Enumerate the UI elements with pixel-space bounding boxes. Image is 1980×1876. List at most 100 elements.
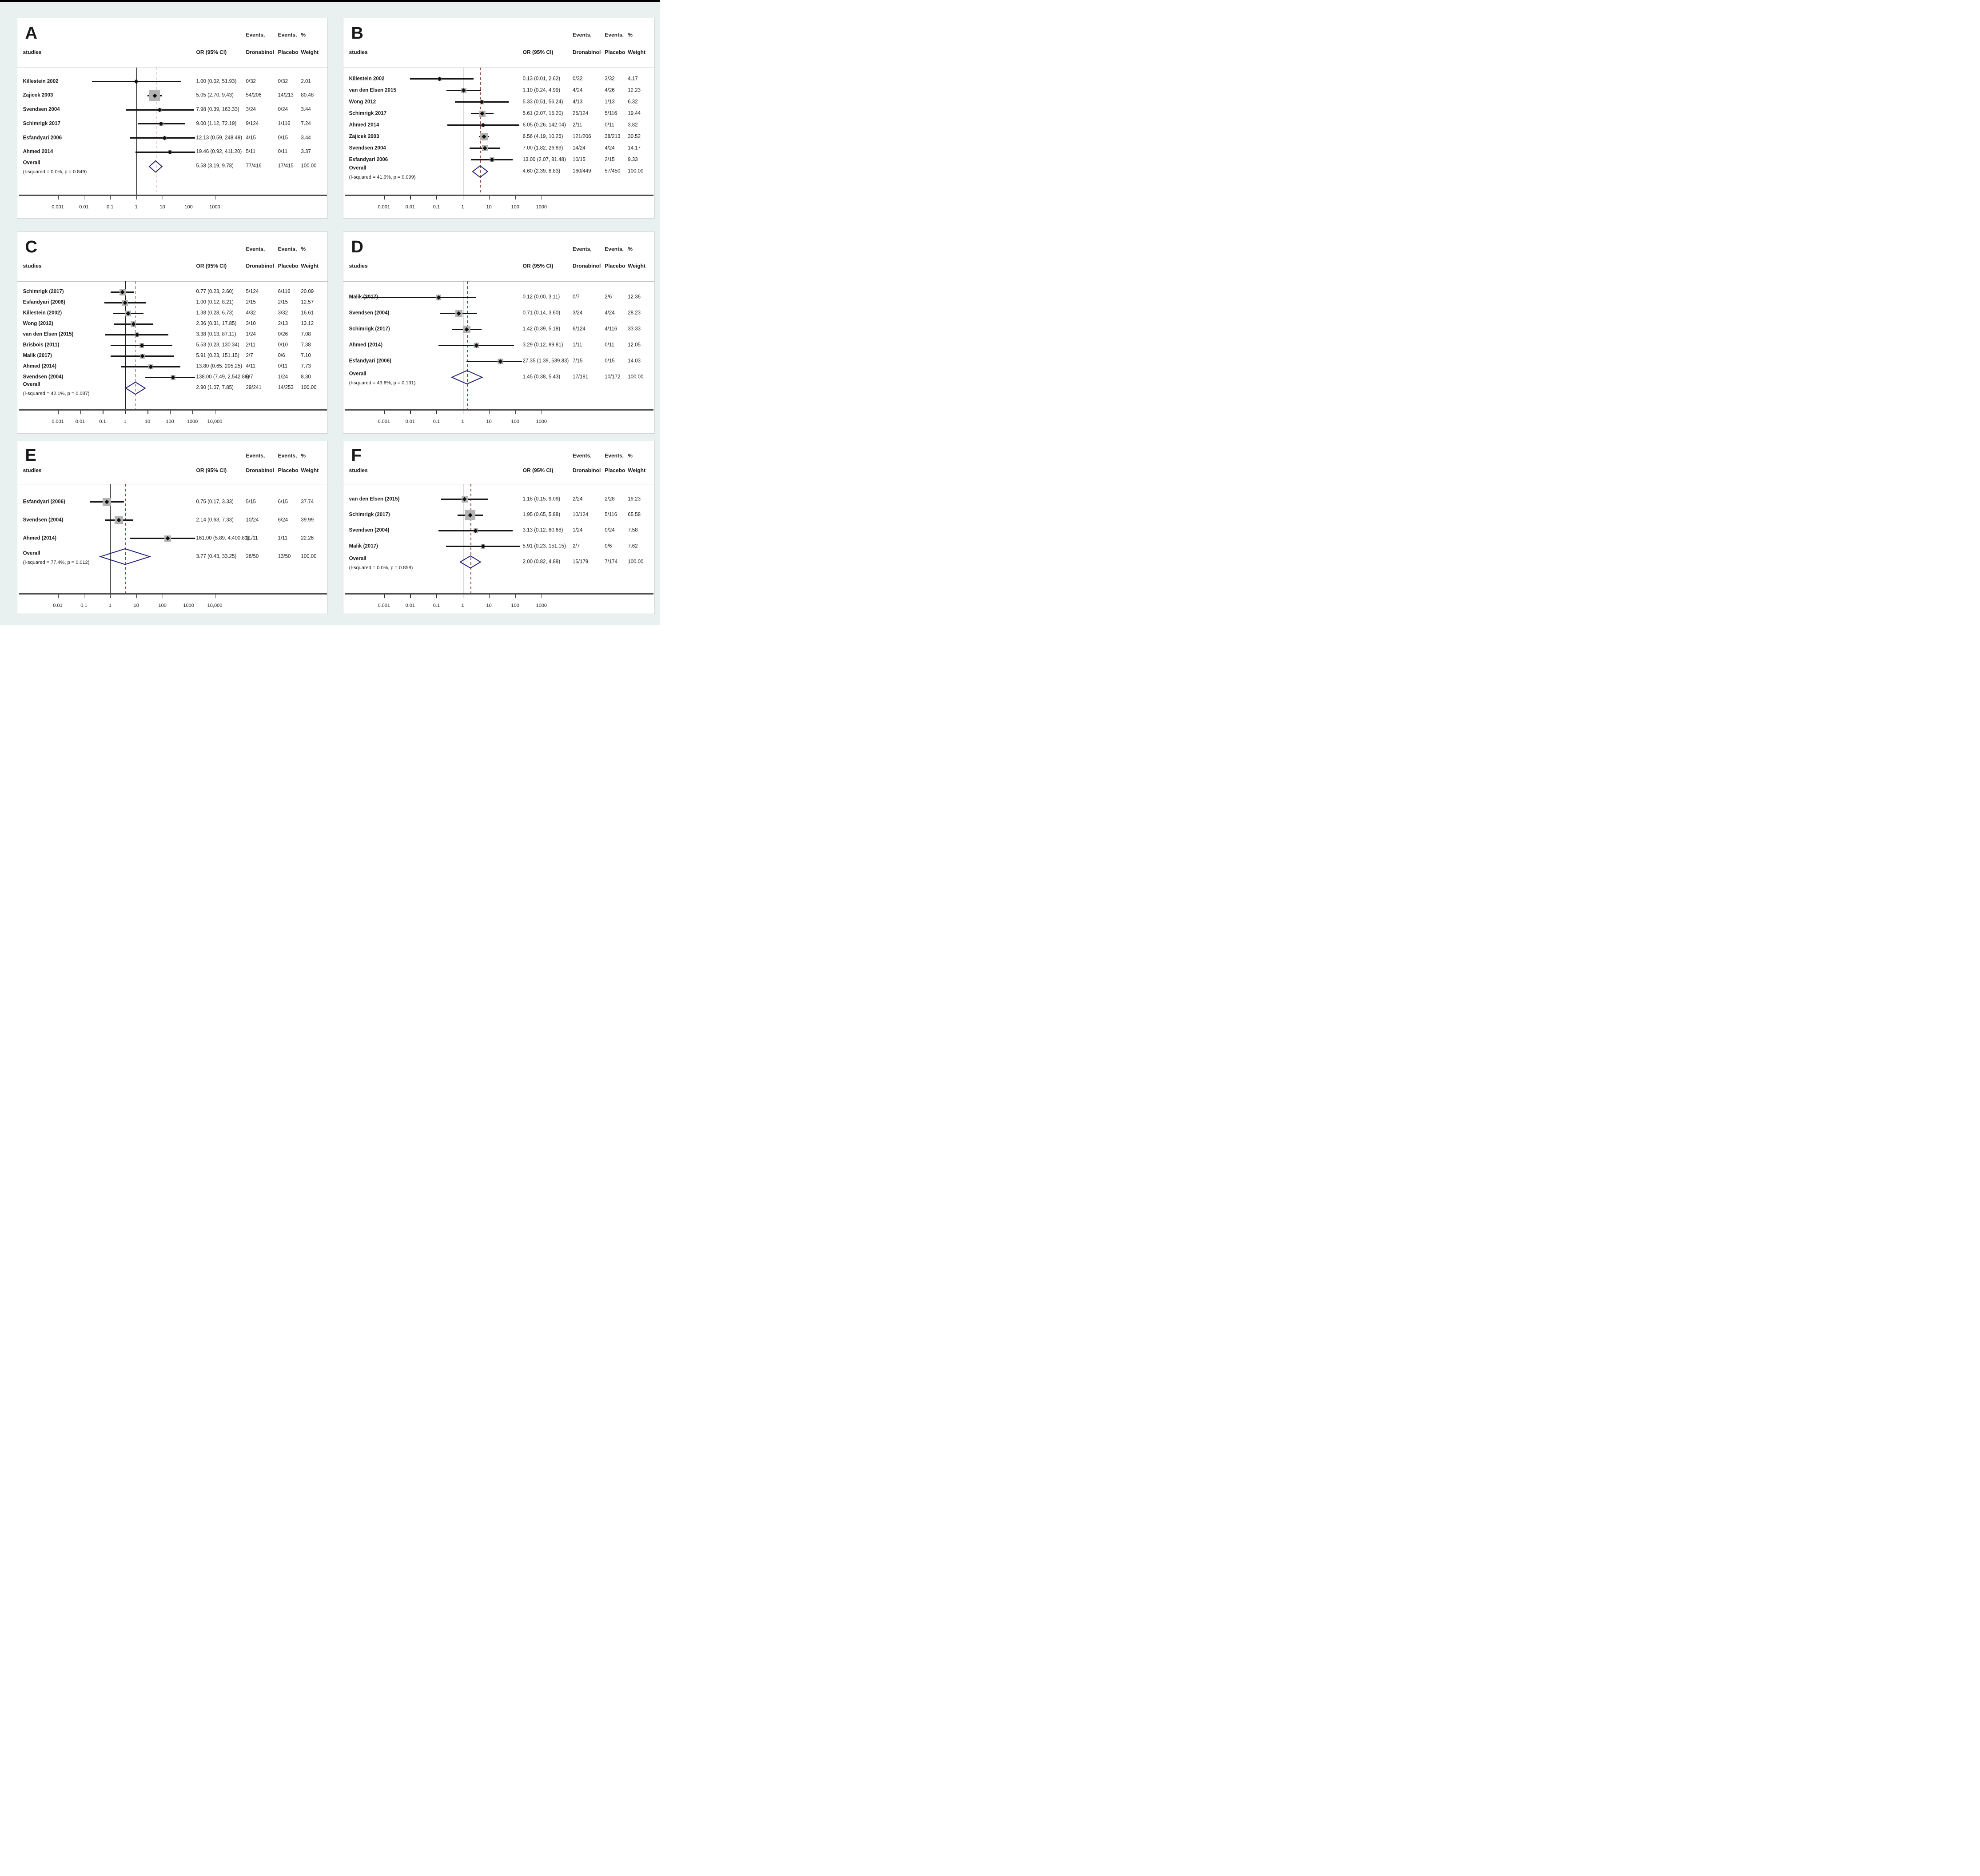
weight-value: 7.58 [628,528,638,534]
axis-tick [515,411,516,415]
axis-tick [515,595,516,599]
column-header-events-dronabinol: Events, [246,246,265,252]
axis-tick [84,595,85,599]
weight-value: 16.61 [301,311,314,316]
or-value: 7.00 (1.82, 26.89) [522,145,563,151]
overall-label: Overall [349,165,367,171]
weight-value: 14.17 [628,145,641,151]
placebo-events: 6/15 [278,499,288,505]
axis-tick [188,595,190,599]
or-value: 0.75 (0.17, 3.33) [196,499,234,505]
or-value: 13.00 (2.07, 81.48) [522,157,566,163]
column-header-placebo: Placebo [605,467,625,474]
weight-value: 3.44 [301,107,311,112]
dronabinol-events: 29/241 [246,385,262,391]
dronabinol-events: 11/11 [246,535,258,541]
dronabinol-events: 54/206 [246,92,262,98]
overall-dashed-line [155,67,157,195]
study-label: Wong 2012 [349,99,376,105]
axis-tick-label: 10,000 [207,603,223,609]
or-value: 3.29 (0.12, 89.81) [522,343,563,348]
weight-value: 28.23 [628,311,641,316]
study-label: Svendsen (2004) [349,311,390,316]
axis-tick-label: 0.1 [99,419,106,425]
placebo-events: 6/116 [278,289,291,295]
or-value: 5.91 (0.23, 151.15) [522,543,566,549]
weight-value: 22.26 [301,535,314,541]
placebo-events: 0/10 [278,343,288,348]
or-value: 1.00 (0.02, 51.93) [196,79,237,84]
placebo-events: 2/6 [605,295,612,300]
or-value: 1.38 (0.28, 6.73) [196,311,234,316]
or-value: 5.61 (2.07, 15.20) [522,111,563,116]
axis-tick-label: 10 [486,603,492,609]
column-header-studies: studies [23,49,42,56]
overall-label: Overall [23,551,40,556]
placebo-events: 3/32 [278,311,288,316]
weight-value: 100.00 [301,385,317,391]
column-header-events-placebo: Events, [278,246,297,252]
dronabinol-events: 5/15 [246,499,256,505]
axis-tick [84,196,85,200]
placebo-events: 0/11 [605,343,614,348]
column-header-or-ci: OR (95% CI) [196,467,227,474]
axis-tick-label: 0.1 [433,603,440,609]
placebo-events: 57/450 [605,168,621,174]
axis-tick [136,196,137,200]
column-header-events-dronabinol: Events, [572,246,592,252]
overall-heterogeneity: (I-squared = 42.1%, p = 0.087) [23,391,90,397]
dronabinol-events: 9/124 [246,121,259,127]
overall-diamond [450,370,483,385]
axis-tick [188,196,190,200]
axis-tick [215,411,216,414]
column-header-dronabinol: Dronabinol [246,467,274,474]
or-value: 0.71 (0.14, 3.60) [522,311,561,316]
or-value: 13.80 (0.65, 295.25) [196,364,243,370]
placebo-events: 4/24 [605,145,615,151]
or-value: 1.45 (0.38, 5.43) [522,375,561,380]
dronabinol-events: 5/11 [246,149,256,155]
column-header-placebo: Placebo [605,49,625,56]
axis-tick-label: 0.01 [75,419,85,425]
weight-value: 9.33 [628,157,638,163]
study-label: Svendsen 2004 [349,145,386,151]
axis-tick-label: 0.001 [378,204,390,210]
weight-value: 100.00 [301,554,317,559]
study-label: Schimrigk 2017 [349,111,387,116]
placebo-events: 0/15 [278,135,288,141]
or-value: 1.95 (0.65, 5.88) [522,512,561,518]
column-header-percent: % [301,32,306,38]
placebo-events: 2/15 [278,300,288,306]
or-value: 0.13 (0.01, 2.62) [522,76,561,82]
column-header-events-placebo: Events, [605,246,624,252]
forest-panel-C: C Events, Events,% studies OR (95% CI) Dronab… [17,232,328,434]
axis-tick [462,411,463,415]
placebo-events: 0/11 [605,122,614,128]
axis-tick-label: 0.1 [107,204,114,210]
study-label: van den Elsen (2015) [23,332,74,338]
weight-value: 19.23 [628,496,641,502]
placebo-events: 14/253 [278,385,294,391]
axis-tick-label: 1000 [536,419,547,425]
column-header-placebo: Placebo [278,467,299,474]
weight-value: 80.48 [301,92,314,98]
column-header-events-placebo: Events, [278,452,297,459]
axis-tick-label: 1 [124,419,127,425]
study-label: Svendsen (2004) [23,517,64,523]
axis-tick [215,595,216,598]
column-header-or-ci: OR (95% CI) [522,49,554,56]
forest-panel-D: D Events, Events,% studies OR (95% CI) Dronab… [343,232,655,434]
study-label: Schimrigk (2017) [349,327,390,332]
study-label: Zajicek 2003 [23,92,53,98]
forest-plot-figure: A Events, Events,% studies OR (95% CI) Dronab… [0,0,660,625]
dronabinol-events: 4/15 [246,135,256,141]
study-label: Wong (2012) [23,321,53,327]
placebo-events: 10/172 [605,375,621,380]
study-label: Killestein (2002) [23,311,62,316]
axis-tick [136,595,137,599]
overall-diamond-shape [450,370,483,385]
weight-value: 100.00 [628,559,644,565]
or-value: 2.90 (1.07, 7.85) [196,385,234,391]
or-value: 19.46 (0.92, 411.20) [196,149,242,155]
column-header-events-dronabinol: Events, [246,32,265,38]
